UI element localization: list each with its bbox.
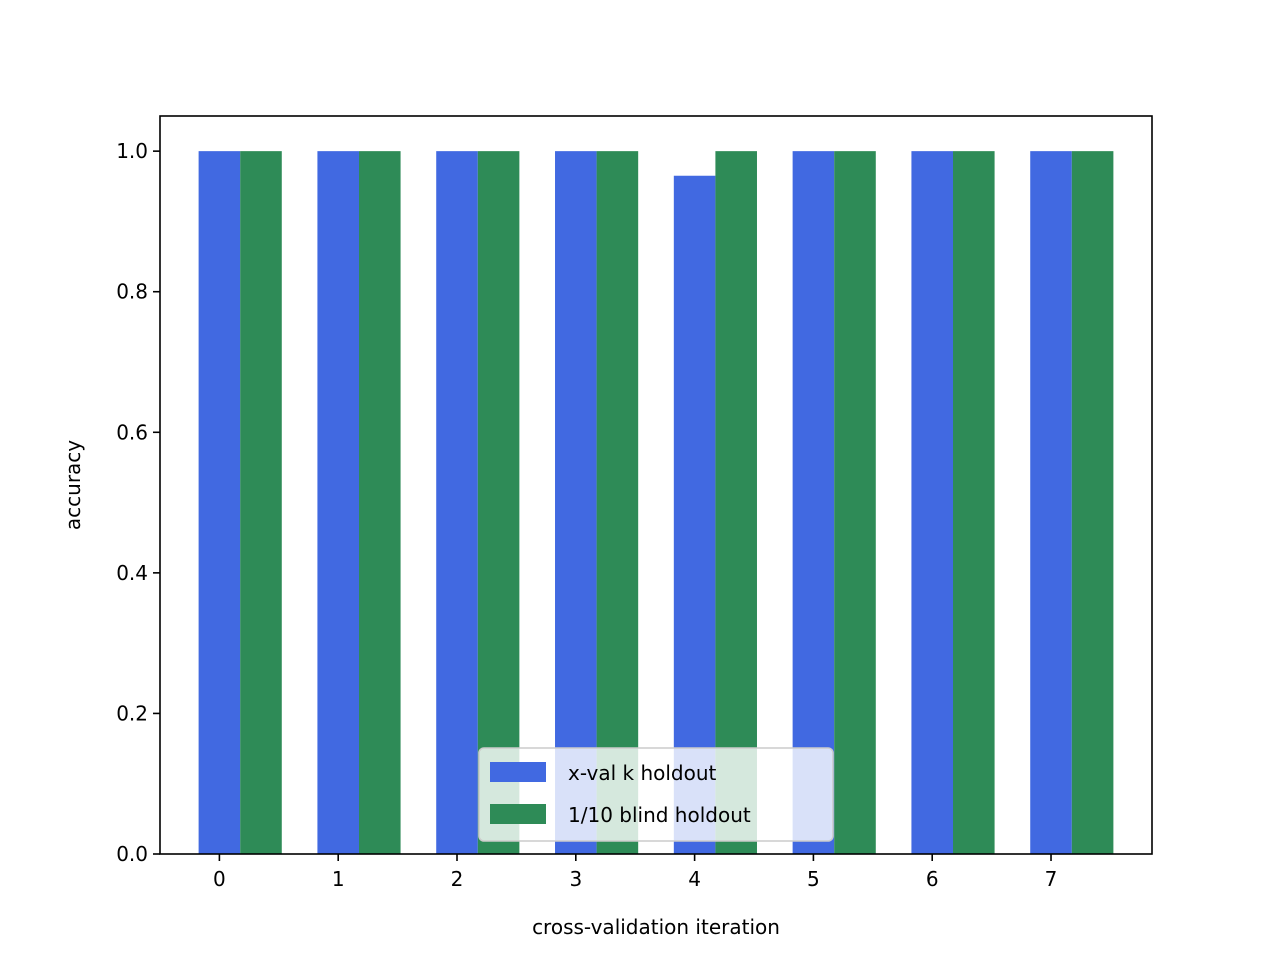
x-tick-label: 0 xyxy=(213,867,226,891)
y-tick-label: 0.4 xyxy=(116,561,148,585)
y-tick-label: 0.2 xyxy=(116,701,148,725)
bar-blind-7 xyxy=(1071,151,1114,855)
y-axis-ticks: 0.0 0.2 0.4 0.6 0.8 1.0 xyxy=(116,139,160,866)
x-tick-label: 4 xyxy=(688,867,701,891)
x-axis-label: cross-validation iteration xyxy=(532,915,780,939)
x-tick-label: 6 xyxy=(926,867,939,891)
legend: x-val k holdout 1/10 blind holdout xyxy=(478,747,834,842)
bar-xval-2 xyxy=(436,151,478,855)
y-tick-label: 0.0 xyxy=(116,842,148,866)
bar-xval-0 xyxy=(198,151,241,855)
y-tick-label: 0.8 xyxy=(116,280,148,304)
bar-blind-1 xyxy=(358,151,401,855)
bars-layer xyxy=(198,151,1114,855)
axes-layer xyxy=(159,115,1153,855)
bar-blind-4 xyxy=(715,151,757,855)
legend-label-xval: x-val k holdout xyxy=(568,761,717,785)
x-tick-label: 5 xyxy=(807,867,820,891)
bar-blind-5 xyxy=(834,151,876,855)
legend-label-blind: 1/10 blind holdout xyxy=(568,803,751,827)
x-tick-label: 7 xyxy=(1045,867,1058,891)
bar-blind-3 xyxy=(596,151,639,855)
y-tick-label: 1.0 xyxy=(116,139,148,163)
x-axis-ticks: 0 1 2 3 4 5 6 7 xyxy=(213,854,1057,891)
legend-box xyxy=(478,747,834,842)
bar-xval-6 xyxy=(911,151,954,855)
legend-swatch-blind xyxy=(490,804,546,824)
y-tick-label: 0.6 xyxy=(116,420,148,444)
x-tick-label: 1 xyxy=(332,867,345,891)
legend-swatch-xval xyxy=(490,762,546,782)
bar-xval-7 xyxy=(1030,151,1072,855)
x-tick-label: 2 xyxy=(451,867,464,891)
plot-frame xyxy=(159,115,1153,855)
bar-xval-3 xyxy=(555,151,597,855)
bar-blind-0 xyxy=(240,151,282,855)
bar-blind-6 xyxy=(953,151,995,855)
y-axis-label: accuracy xyxy=(61,440,85,530)
x-tick-label: 3 xyxy=(569,867,582,891)
bar-blind-2 xyxy=(477,151,520,855)
bar-xval-1 xyxy=(317,151,359,855)
bar-xval-5 xyxy=(792,151,835,855)
bar-xval-4 xyxy=(673,175,716,854)
